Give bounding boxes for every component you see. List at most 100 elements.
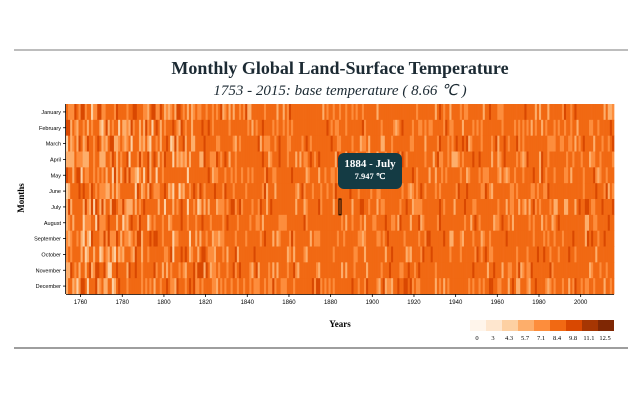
heat-cell[interactable]: [528, 167, 531, 184]
heat-cell[interactable]: [86, 104, 90, 121]
heat-cell[interactable]: [149, 183, 152, 200]
heat-cell[interactable]: [243, 167, 246, 184]
heat-cell[interactable]: [116, 199, 119, 216]
heat-cell[interactable]: [522, 183, 525, 200]
heat-cell[interactable]: [530, 246, 534, 263]
heat-cell[interactable]: [601, 151, 604, 168]
heat-cell[interactable]: [447, 167, 450, 184]
heat-cell[interactable]: [151, 214, 154, 232]
heat-cell[interactable]: [101, 104, 104, 121]
heat-cell[interactable]: [534, 135, 538, 152]
heat-cell[interactable]: [399, 230, 402, 247]
heat-cell[interactable]: [255, 246, 259, 263]
heat-cell[interactable]: [474, 262, 477, 279]
heat-cell[interactable]: [547, 183, 550, 200]
heat-cell[interactable]: [203, 104, 206, 121]
heat-cell[interactable]: [528, 183, 531, 200]
heat-cell[interactable]: [268, 246, 271, 263]
heat-cell[interactable]: [318, 119, 321, 137]
heat-cell[interactable]: [197, 230, 200, 247]
heat-cell[interactable]: [120, 246, 123, 263]
heat-cell[interactable]: [403, 230, 406, 247]
heat-cell[interactable]: [257, 135, 261, 152]
heat-cell[interactable]: [447, 104, 450, 121]
heat-cell[interactable]: [68, 119, 71, 137]
heat-cell[interactable]: [445, 214, 448, 232]
heat-cell[interactable]: [163, 246, 167, 263]
heat-cell[interactable]: [184, 214, 188, 232]
heat-cell[interactable]: [309, 262, 313, 279]
heat-cell[interactable]: [184, 151, 188, 168]
heat-cell[interactable]: [461, 262, 465, 279]
heat-cell[interactable]: [328, 230, 331, 247]
heat-cell[interactable]: [474, 104, 477, 121]
heat-cell[interactable]: [280, 183, 284, 200]
heat-cell[interactable]: [155, 214, 159, 232]
heat-cell[interactable]: [338, 278, 342, 295]
heat-cell[interactable]: [176, 230, 179, 247]
heat-cell[interactable]: [476, 135, 479, 152]
heat-cell[interactable]: [278, 278, 281, 295]
heat-cell[interactable]: [99, 246, 102, 263]
heat-cell[interactable]: [66, 246, 69, 263]
heat-cell[interactable]: [495, 183, 498, 200]
heat-cell[interactable]: [193, 183, 196, 200]
heat-cell[interactable]: [216, 167, 219, 184]
heat-cell[interactable]: [222, 262, 225, 279]
heat-cell[interactable]: [574, 199, 577, 216]
heat-cell[interactable]: [313, 278, 317, 295]
heat-cell[interactable]: [68, 104, 71, 121]
heat-cell[interactable]: [307, 199, 311, 216]
heat-cell[interactable]: [228, 214, 231, 232]
heat-cell[interactable]: [553, 278, 556, 295]
heat-cell[interactable]: [305, 183, 309, 200]
heat-cell[interactable]: [382, 262, 386, 279]
heat-cell[interactable]: [591, 151, 594, 168]
heat-cell[interactable]: [216, 199, 219, 216]
heat-cell[interactable]: [274, 230, 277, 247]
heat-cell[interactable]: [266, 246, 269, 263]
heat-cell[interactable]: [147, 183, 150, 200]
heat-cell[interactable]: [99, 167, 102, 184]
heat-cell[interactable]: [309, 119, 313, 137]
heat-cell[interactable]: [272, 104, 275, 121]
heat-cell[interactable]: [72, 278, 75, 295]
heat-cell[interactable]: [461, 119, 465, 137]
heat-cell[interactable]: [609, 119, 613, 137]
heat-cell[interactable]: [426, 199, 429, 216]
heat-cell[interactable]: [534, 151, 538, 168]
heat-cell[interactable]: [361, 199, 365, 216]
heat-cell[interactable]: [245, 246, 248, 263]
heat-cell[interactable]: [138, 167, 142, 184]
heat-cell[interactable]: [322, 246, 325, 263]
heat-cell[interactable]: [578, 262, 582, 279]
heat-cell[interactable]: [451, 214, 454, 232]
heat-cell[interactable]: [266, 262, 269, 279]
heat-cell[interactable]: [243, 246, 246, 263]
heat-cell[interactable]: [322, 214, 325, 232]
heat-cell[interactable]: [453, 104, 456, 121]
heat-cell[interactable]: [516, 214, 519, 232]
heat-cell[interactable]: [241, 278, 244, 295]
heat-cell[interactable]: [251, 104, 254, 121]
heat-cell[interactable]: [118, 214, 121, 232]
heat-cell[interactable]: [461, 183, 465, 200]
heat-cell[interactable]: [222, 119, 225, 137]
heat-cell[interactable]: [134, 278, 138, 295]
heat-cell[interactable]: [601, 278, 604, 295]
heat-cell[interactable]: [376, 183, 379, 200]
heat-cell[interactable]: [330, 199, 334, 216]
heat-cell[interactable]: [261, 119, 265, 137]
heat-cell[interactable]: [413, 183, 417, 200]
heat-cell[interactable]: [493, 246, 496, 263]
heat-cell[interactable]: [488, 262, 492, 279]
heat-cell[interactable]: [91, 183, 94, 200]
heat-cell[interactable]: [399, 135, 402, 152]
heat-cell[interactable]: [409, 183, 413, 200]
heat-cell[interactable]: [361, 214, 365, 232]
heat-cell[interactable]: [278, 151, 281, 168]
heat-cell[interactable]: [582, 230, 586, 247]
heat-cell[interactable]: [193, 104, 196, 121]
heat-cell[interactable]: [195, 262, 198, 279]
heat-cell[interactable]: [222, 104, 225, 121]
